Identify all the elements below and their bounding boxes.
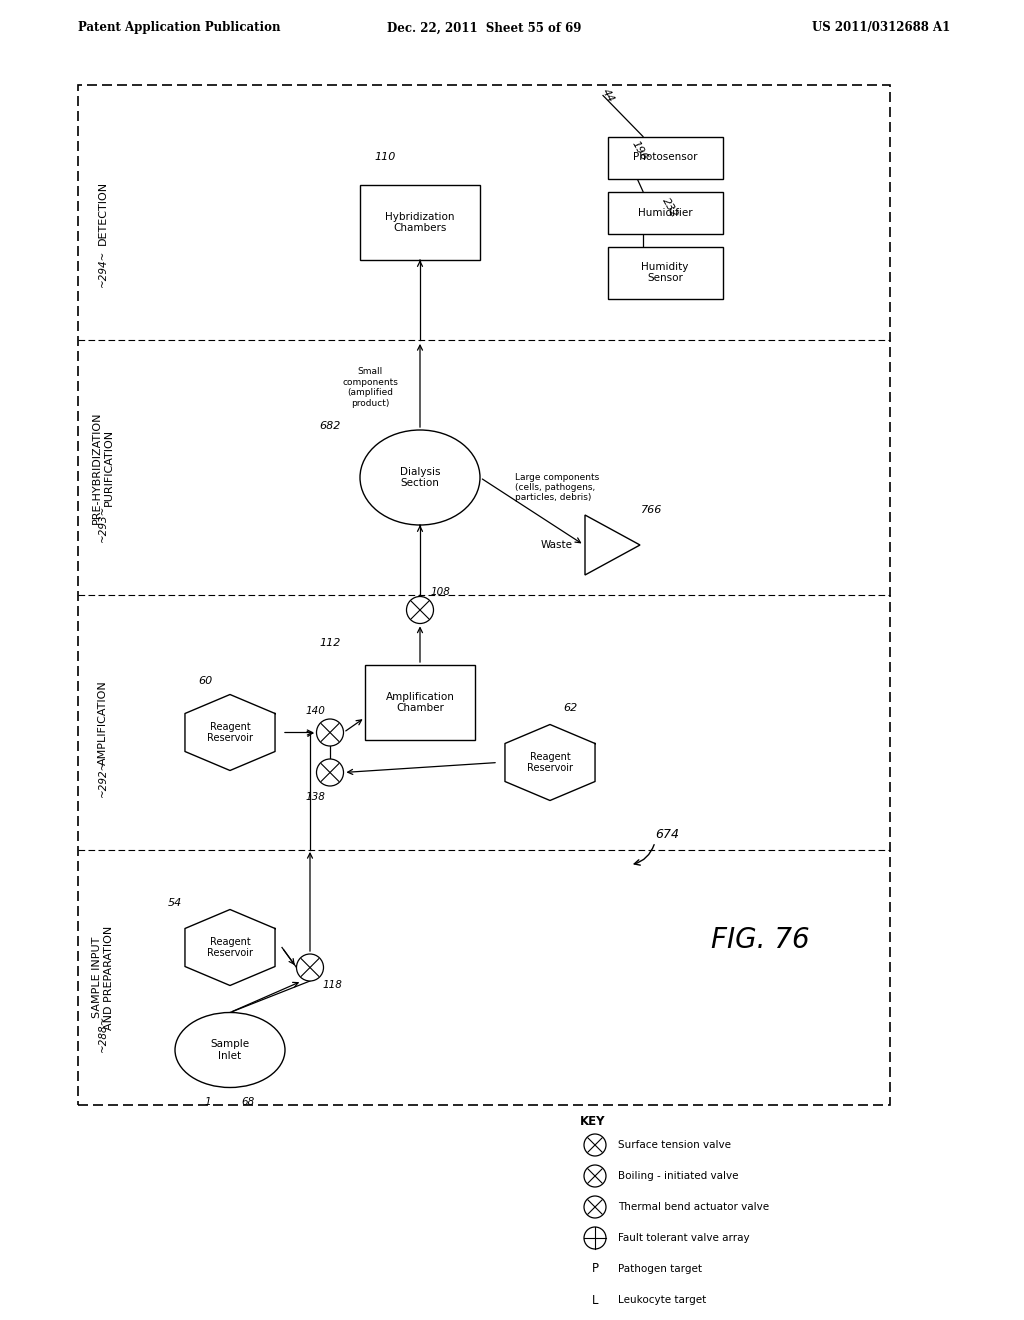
Text: 54: 54 xyxy=(168,898,182,908)
Text: Thermal bend actuator valve: Thermal bend actuator valve xyxy=(618,1203,769,1212)
Text: Waste: Waste xyxy=(541,540,573,550)
Text: SAMPLE INPUT
AND PREPARATION: SAMPLE INPUT AND PREPARATION xyxy=(92,925,115,1030)
Text: 68: 68 xyxy=(242,1097,255,1107)
Text: ~292~: ~292~ xyxy=(98,760,108,797)
Text: 138: 138 xyxy=(305,792,325,803)
Text: 1: 1 xyxy=(205,1097,211,1107)
Circle shape xyxy=(316,719,343,746)
Text: Photosensor: Photosensor xyxy=(633,153,697,162)
Text: 196: 196 xyxy=(630,139,649,162)
Circle shape xyxy=(584,1134,606,1156)
Bar xyxy=(365,665,475,741)
Text: KEY: KEY xyxy=(580,1115,605,1129)
Bar xyxy=(360,185,480,260)
Text: Hybridization
Chambers: Hybridization Chambers xyxy=(385,211,455,234)
Ellipse shape xyxy=(175,1012,285,1088)
Polygon shape xyxy=(185,909,275,986)
Text: Surface tension valve: Surface tension valve xyxy=(618,1140,731,1150)
Text: 674: 674 xyxy=(655,829,679,842)
Text: 112: 112 xyxy=(319,638,341,648)
Text: Leukocyte target: Leukocyte target xyxy=(618,1295,707,1305)
Text: 110: 110 xyxy=(375,153,395,162)
Bar xyxy=(607,191,723,234)
Bar xyxy=(607,136,723,178)
Text: Boiling - initiated valve: Boiling - initiated valve xyxy=(618,1171,738,1181)
Text: ~288~: ~288~ xyxy=(98,1015,108,1052)
Circle shape xyxy=(584,1196,606,1218)
Text: 60: 60 xyxy=(198,676,212,685)
Text: Pathogen target: Pathogen target xyxy=(618,1265,702,1274)
Text: Reagent
Reservoir: Reagent Reservoir xyxy=(207,937,253,958)
Text: DETECTION: DETECTION xyxy=(98,181,108,244)
Text: Humidifier: Humidifier xyxy=(638,207,692,218)
Circle shape xyxy=(297,954,324,981)
Text: ~293~: ~293~ xyxy=(98,506,108,543)
Text: 232: 232 xyxy=(660,195,679,219)
Text: L: L xyxy=(592,1294,598,1307)
Circle shape xyxy=(584,1166,606,1187)
Text: US 2011/0312688 A1: US 2011/0312688 A1 xyxy=(812,21,950,34)
Circle shape xyxy=(584,1228,606,1249)
Bar xyxy=(78,84,890,1105)
Circle shape xyxy=(407,597,433,623)
Circle shape xyxy=(316,759,343,785)
Text: 118: 118 xyxy=(323,979,342,990)
Text: Sample
Inlet: Sample Inlet xyxy=(211,1039,250,1061)
Text: PRE-HYBRIDIZATION
PURIFICATION: PRE-HYBRIDIZATION PURIFICATION xyxy=(92,412,115,524)
Text: 682: 682 xyxy=(319,421,341,430)
Text: Small
components
(amplified
product): Small components (amplified product) xyxy=(342,367,398,408)
Text: Patent Application Publication: Patent Application Publication xyxy=(78,21,281,34)
Text: Reagent
Reservoir: Reagent Reservoir xyxy=(207,722,253,743)
Text: AMPLIFICATION: AMPLIFICATION xyxy=(98,680,108,764)
Text: Reagent
Reservoir: Reagent Reservoir xyxy=(527,751,573,774)
Text: Fault tolerant valve array: Fault tolerant valve array xyxy=(618,1233,750,1243)
Bar xyxy=(607,247,723,298)
Text: 140: 140 xyxy=(305,705,325,715)
Text: 108: 108 xyxy=(430,587,450,597)
Polygon shape xyxy=(505,725,595,800)
Text: Dialysis
Section: Dialysis Section xyxy=(399,467,440,488)
Text: 62: 62 xyxy=(563,702,578,713)
Polygon shape xyxy=(585,515,640,576)
Text: Amplification
Chamber: Amplification Chamber xyxy=(386,692,455,713)
Text: 766: 766 xyxy=(641,506,663,515)
Text: P: P xyxy=(592,1262,598,1275)
Text: Large components
(cells, pathogens,
particles, debris): Large components (cells, pathogens, part… xyxy=(515,473,599,503)
Ellipse shape xyxy=(360,430,480,525)
Polygon shape xyxy=(185,694,275,771)
Text: FIG. 76: FIG. 76 xyxy=(711,927,809,954)
Text: Humidity
Sensor: Humidity Sensor xyxy=(641,261,689,284)
Text: 44: 44 xyxy=(600,87,615,104)
Text: ~294~: ~294~ xyxy=(98,249,108,288)
Text: Dec. 22, 2011  Sheet 55 of 69: Dec. 22, 2011 Sheet 55 of 69 xyxy=(387,21,582,34)
